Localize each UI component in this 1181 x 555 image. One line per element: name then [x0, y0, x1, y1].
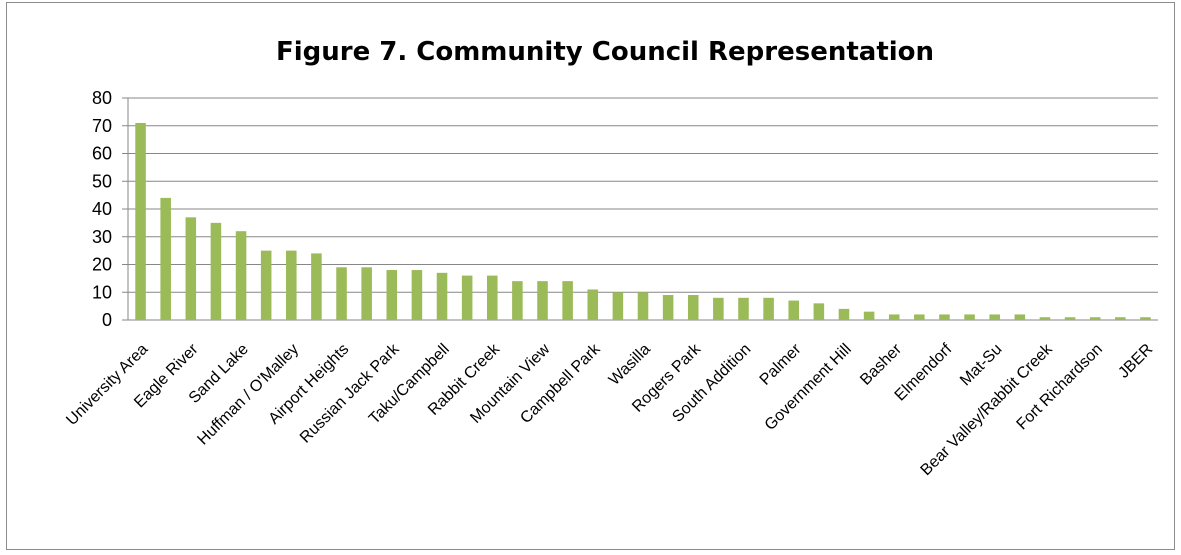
bar	[989, 314, 1000, 320]
bar	[160, 197, 171, 320]
bar	[1064, 317, 1076, 320]
bar	[914, 314, 925, 320]
chart-title: Figure 7. Community Council Representati…	[276, 37, 934, 67]
x-tick-label: Palmer	[757, 340, 805, 388]
bar	[311, 253, 322, 320]
bar	[1039, 317, 1051, 320]
bar	[135, 122, 146, 320]
bar	[788, 300, 800, 320]
bar	[461, 275, 473, 320]
y-tick-label: 70	[92, 116, 112, 136]
x-tick-label: JBER	[1115, 341, 1156, 382]
bar	[1115, 317, 1126, 320]
y-tick-label: 10	[92, 282, 112, 302]
bar	[361, 267, 372, 320]
bar	[436, 272, 448, 320]
y-tick-label: 20	[92, 255, 112, 275]
gridlines	[122, 97, 1158, 321]
x-tick-label: Mat-Su	[957, 341, 1005, 389]
bar	[1014, 314, 1026, 320]
y-tick-label: 50	[92, 171, 112, 191]
bar	[286, 250, 297, 320]
y-tick-label: 30	[92, 227, 112, 247]
bar	[687, 295, 699, 320]
bars	[135, 122, 1151, 320]
bar	[713, 297, 724, 320]
bar	[512, 281, 523, 320]
x-tick-label: University Area	[63, 341, 151, 429]
y-tick-label: 0	[102, 310, 112, 330]
bar	[562, 281, 573, 320]
y-axis-ticks: 0 10 20 30 40 50 60 70 80	[92, 88, 112, 330]
bar	[738, 297, 749, 320]
bar	[863, 311, 875, 320]
bar	[486, 275, 498, 320]
x-tick-label: Government Hill	[762, 341, 855, 434]
bar	[939, 314, 950, 320]
bar	[888, 314, 900, 320]
bar	[637, 292, 649, 320]
bar	[411, 270, 423, 320]
bar	[838, 308, 850, 320]
bar	[336, 267, 347, 320]
y-tick-label: 80	[92, 88, 112, 108]
x-tick-label: Basher	[857, 340, 905, 388]
bar	[386, 270, 398, 320]
y-tick-label: 40	[92, 199, 112, 219]
x-tick-label: Fort Richardson	[1014, 341, 1107, 434]
bar	[587, 289, 599, 320]
bar	[612, 292, 624, 320]
bar	[662, 295, 674, 320]
bar	[185, 217, 197, 320]
bar	[813, 303, 825, 320]
bar	[763, 297, 774, 320]
bar	[1089, 317, 1101, 320]
bar	[1140, 317, 1151, 320]
x-tick-label: Wasilla	[606, 341, 654, 389]
bar	[260, 250, 272, 320]
bar	[537, 281, 548, 320]
bar	[235, 231, 247, 320]
bar	[210, 222, 222, 320]
chart-frame	[6, 2, 1175, 550]
y-tick-label: 60	[92, 144, 112, 164]
bar	[964, 314, 975, 320]
